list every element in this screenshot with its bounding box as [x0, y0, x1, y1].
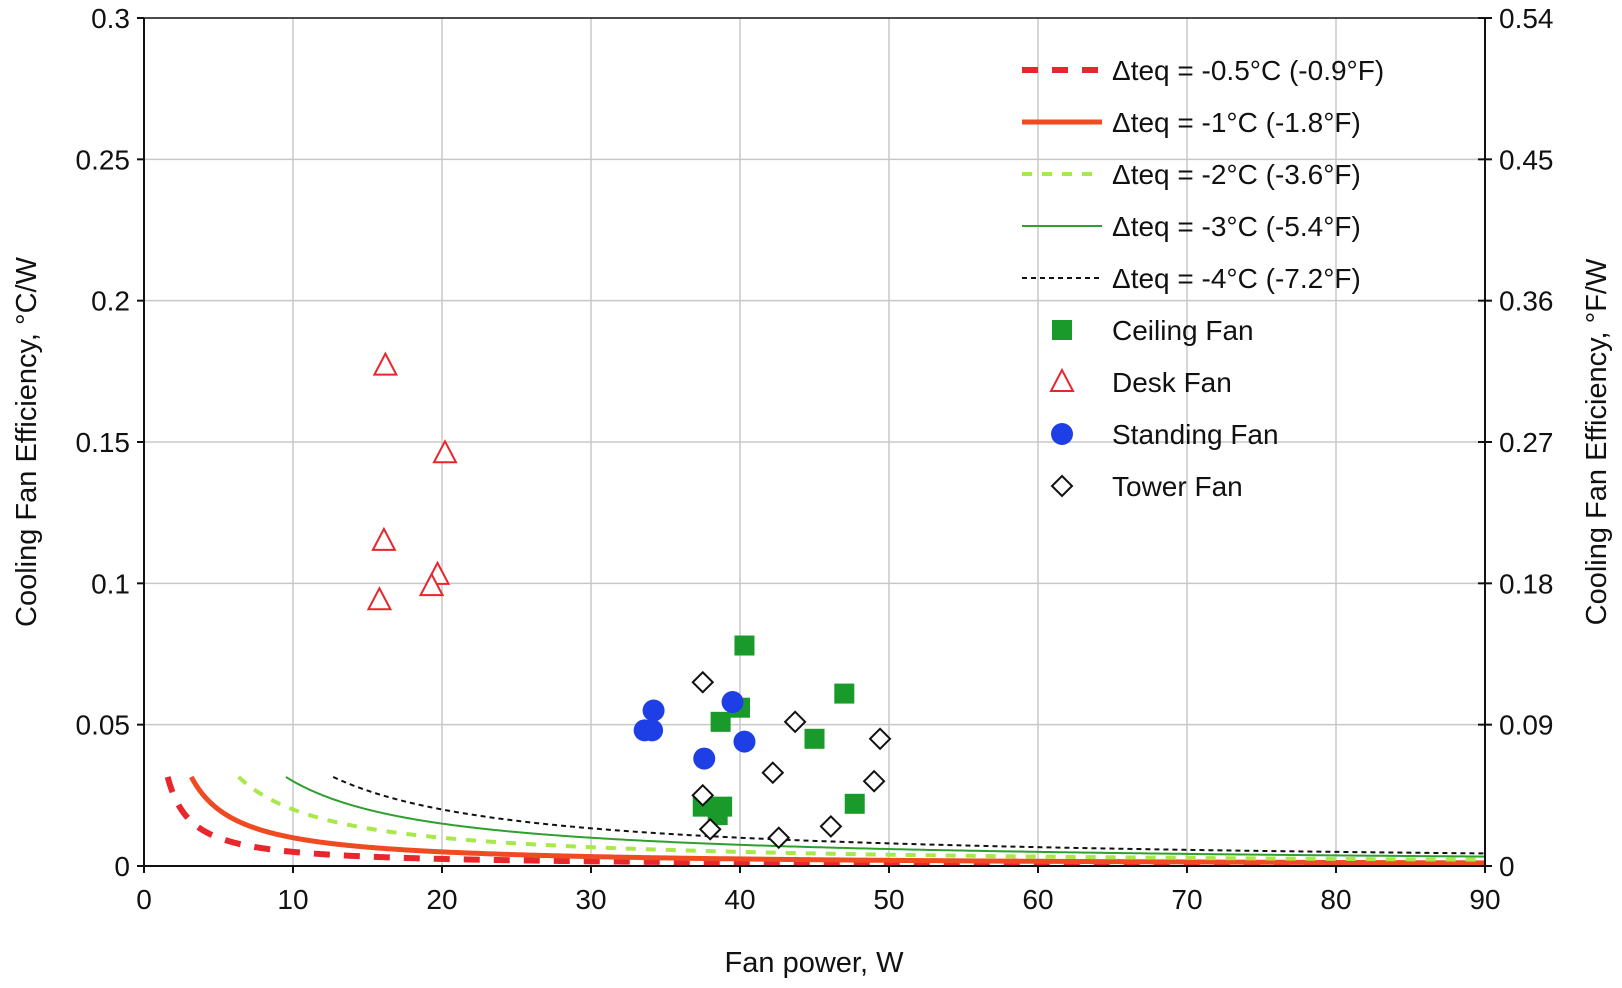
tower-fan-point — [767, 826, 791, 850]
y-tick-label: 0 — [114, 851, 130, 882]
legend-label-tower-fan: Tower Fan — [1112, 471, 1243, 502]
legend: Δteq = -0.5°C (-0.9°F) Δteq = -1°C (-1.8°… — [1022, 55, 1384, 502]
legend-label-curve-1: Δteq = -0.5°C (-0.9°F) — [1112, 55, 1384, 86]
desk-fan-point — [432, 439, 458, 464]
curve-5 — [332, 776, 1485, 855]
legend-marker-desk-fan — [1049, 367, 1075, 392]
y-tick-label: 0.15 — [76, 427, 131, 458]
legend-label-desk-fan: Desk Fan — [1112, 367, 1232, 398]
curve-2 — [189, 775, 1485, 866]
curve-1 — [164, 776, 1485, 866]
tower-fan-point — [691, 670, 715, 694]
legend-label-curve-4: Δteq = -3°C (-5.4°F) — [1112, 211, 1361, 242]
tower-fan-point — [868, 727, 892, 751]
y-tick-label: 0.3 — [91, 3, 130, 34]
tick-labels: 0 10 20 30 40 50 60 70 80 9000.050.10.150.20.250.… — [76, 3, 1554, 915]
y2-tick-label: 0 — [1499, 851, 1515, 882]
ceiling-fan-point — [710, 711, 731, 732]
y2-tick-label: 0.09 — [1499, 710, 1554, 741]
y2-tick-label: 0.18 — [1499, 568, 1554, 599]
legend-label-curve-3: Δteq = -2°C (-3.6°F) — [1112, 159, 1361, 190]
tower-fan-point — [698, 817, 722, 841]
x-tick-label: 80 — [1320, 884, 1351, 915]
y-tick-label: 0.1 — [91, 568, 130, 599]
x-tick-label: 60 — [1022, 884, 1053, 915]
y-axis-title: Cooling Fan Efficiency, °C/W — [11, 256, 43, 627]
x-tick-label: 50 — [873, 884, 904, 915]
tower-fan-point — [783, 710, 807, 734]
ceiling-fan-point — [844, 793, 865, 814]
tower-fan-point — [761, 761, 785, 785]
desk-fan-point — [372, 351, 399, 376]
y2-tick-label: 0.54 — [1499, 3, 1554, 34]
curve-group — [164, 775, 1485, 866]
y-tick-label: 0.05 — [76, 710, 131, 741]
tower-fan-point — [691, 783, 715, 807]
y-tick-label: 0.2 — [91, 286, 130, 317]
ceiling-fan-point — [834, 683, 855, 704]
y2-tick-label: 0.36 — [1499, 286, 1554, 317]
ceiling-fan-point — [734, 635, 755, 656]
x-tick-label: 30 — [575, 884, 606, 915]
y2-axis-title: Cooling Fan Efficiency, °F/W — [1581, 258, 1613, 625]
desk-fan-point — [366, 586, 393, 611]
x-tick-label: 70 — [1171, 884, 1202, 915]
curve-4 — [285, 776, 1485, 858]
tower-fan-point — [862, 769, 886, 793]
grid — [144, 18, 1485, 866]
x-axis-title: Fan power, W — [725, 947, 905, 979]
x-tick-label: 0 — [136, 884, 152, 915]
ceiling-fan-point — [804, 728, 825, 749]
point-group — [366, 351, 892, 850]
standing-fan-point — [641, 719, 664, 742]
legend-label-ceiling-fan: Ceiling Fan — [1112, 315, 1254, 346]
y2-tick-label: 0.45 — [1499, 144, 1554, 175]
x-tick-label: 90 — [1469, 884, 1500, 915]
tower-fan-point — [819, 815, 843, 838]
x-tick-label: 20 — [426, 884, 457, 915]
axes — [137, 17, 1492, 873]
standing-fan-point — [642, 699, 665, 722]
x-tick-label: 10 — [277, 884, 308, 915]
legend-marker-ceiling-fan — [1052, 320, 1072, 340]
legend-marker-standing-fan — [1051, 423, 1073, 445]
ceiling-fan-point — [707, 805, 728, 826]
x-tick-label: 40 — [724, 884, 755, 915]
standing-fan-point — [721, 691, 744, 714]
legend-label-standing-fan: Standing Fan — [1112, 419, 1279, 450]
desk-fan-point — [418, 572, 445, 597]
standing-fan-point — [693, 747, 716, 770]
curve-3 — [237, 775, 1485, 862]
y-tick-label: 0.25 — [76, 144, 131, 175]
desk-fan-point — [371, 526, 397, 551]
legend-marker-tower-fan — [1050, 474, 1074, 498]
y2-tick-label: 0.27 — [1499, 427, 1554, 458]
legend-label-curve-5: Δteq = -4°C (-7.2°F) — [1112, 263, 1361, 294]
legend-label-curve-2: Δteq = -1°C (-1.8°F) — [1112, 107, 1361, 138]
standing-fan-point — [733, 730, 756, 753]
